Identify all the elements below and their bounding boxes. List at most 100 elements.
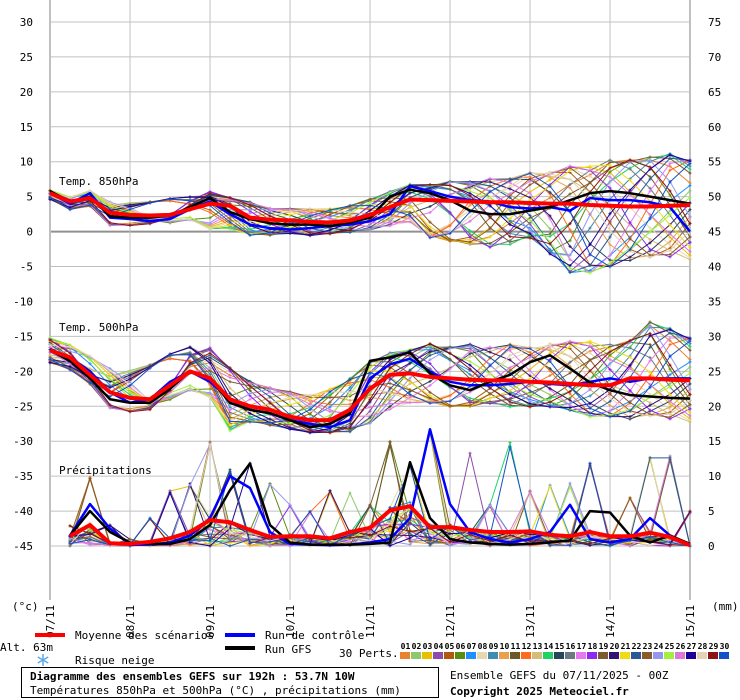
member-precip-point: [168, 491, 172, 495]
member-t850-point: [308, 231, 312, 235]
member-t500-point: [428, 394, 432, 398]
member-t500-point: [688, 414, 692, 418]
member-t850-point: [688, 167, 692, 171]
member-t850-point: [568, 164, 572, 168]
member-t500-point: [228, 391, 232, 395]
member-t500-point: [228, 419, 232, 423]
pert-swatch: [697, 652, 707, 659]
member-precip-point: [508, 537, 512, 541]
pert-number: 29: [708, 642, 719, 651]
member-precip-point: [208, 527, 212, 531]
member-t500-point: [368, 391, 372, 395]
member-t850-point: [528, 231, 532, 235]
member-t500-point: [588, 339, 592, 343]
member-t500-point: [688, 339, 692, 343]
member-t500-point: [568, 402, 572, 406]
member-t850-point: [588, 164, 592, 168]
member-t500-point: [468, 355, 472, 359]
member-t850-point: [228, 196, 232, 200]
member-t850-point: [428, 220, 432, 224]
member-t500-point: [288, 403, 292, 407]
member-t500-point: [588, 369, 592, 373]
member-t850-point: [508, 178, 512, 182]
mean-line-t500: [49, 348, 691, 423]
pert-number: 10: [499, 642, 510, 651]
member-t500-point: [648, 345, 652, 349]
member-precip-point: [608, 543, 612, 547]
member-t850-point: [688, 245, 692, 249]
x-tick-label: 10/11: [284, 605, 297, 638]
member-t850-point: [528, 183, 532, 187]
member-t500-point: [628, 367, 632, 371]
member-t500-point: [648, 403, 652, 407]
member-t500-point: [608, 347, 612, 351]
right-tick-label: 60: [708, 121, 721, 134]
pert-number: 16: [565, 642, 576, 651]
pert-swatch: [532, 652, 542, 659]
member-t500-point: [388, 402, 392, 406]
member-t500-point: [468, 349, 472, 353]
member-t850-point: [408, 210, 412, 214]
member-t850-point: [668, 168, 672, 172]
member-t500-point: [628, 409, 632, 413]
member-t500-point: [388, 399, 392, 403]
pert-swatch: [422, 652, 432, 659]
member-t850-point: [188, 199, 192, 203]
member-t850-point: [328, 208, 332, 212]
member-t850-point: [568, 168, 572, 172]
member-t850-point: [608, 212, 612, 216]
member-t500-point: [408, 376, 412, 380]
member-t500-point: [388, 404, 392, 408]
member-t850-point: [288, 213, 292, 217]
member-t500-point: [548, 393, 552, 397]
pert-number: 23: [642, 642, 653, 651]
pert-swatch: [576, 652, 586, 659]
member-precip-point: [228, 541, 232, 545]
member-t500-point: [568, 344, 572, 348]
member-t500-point: [608, 358, 612, 362]
member-precip-point: [448, 532, 452, 536]
member-t500-point: [488, 356, 492, 360]
right-tick-label: 10: [708, 470, 721, 483]
member-t500-point: [528, 405, 532, 409]
member-t500-point: [468, 373, 472, 377]
member-t500-point: [428, 401, 432, 405]
member-t500-point: [388, 369, 392, 373]
member-t500-point: [308, 402, 312, 406]
member-t850-point: [688, 240, 692, 244]
member-t500-point: [228, 429, 232, 433]
member-t850-point: [408, 201, 412, 205]
member-t850-point: [568, 183, 572, 187]
member-t500-point: [648, 331, 652, 335]
member-precip-point: [668, 540, 672, 544]
right-tick-label: 5: [708, 505, 715, 518]
member-t500-point: [608, 396, 612, 400]
member-t500-point: [628, 339, 632, 343]
member-t850-point: [308, 214, 312, 218]
member-t850-point: [668, 193, 672, 197]
member-t500-point: [228, 408, 232, 412]
member-t850-point: [628, 248, 632, 252]
pert-number: 21: [620, 642, 631, 651]
member-t850-point: [308, 207, 312, 211]
member-t500-point: [248, 420, 252, 424]
member-t850-point: [568, 271, 572, 275]
member-precip-point: [428, 531, 432, 535]
member-t500-point: [508, 366, 512, 370]
member-t500-point: [488, 345, 492, 349]
member-t500-point: [488, 364, 492, 368]
member-t850-point: [548, 242, 552, 246]
member-t500-point: [428, 379, 432, 383]
pert-swatch: [455, 652, 465, 659]
member-t850-point: [88, 203, 92, 207]
pert-number: 01: [400, 642, 411, 651]
member-t850-point: [468, 229, 472, 233]
member-t850-point: [328, 217, 332, 221]
member-t850-point: [588, 252, 592, 256]
x-tick-label: 15/11: [684, 605, 697, 638]
member-t850-point: [468, 194, 472, 198]
member-t850-point: [468, 240, 472, 244]
member-t850-point: [648, 226, 652, 230]
member-t850-point: [548, 184, 552, 188]
member-t500-point: [228, 366, 232, 370]
